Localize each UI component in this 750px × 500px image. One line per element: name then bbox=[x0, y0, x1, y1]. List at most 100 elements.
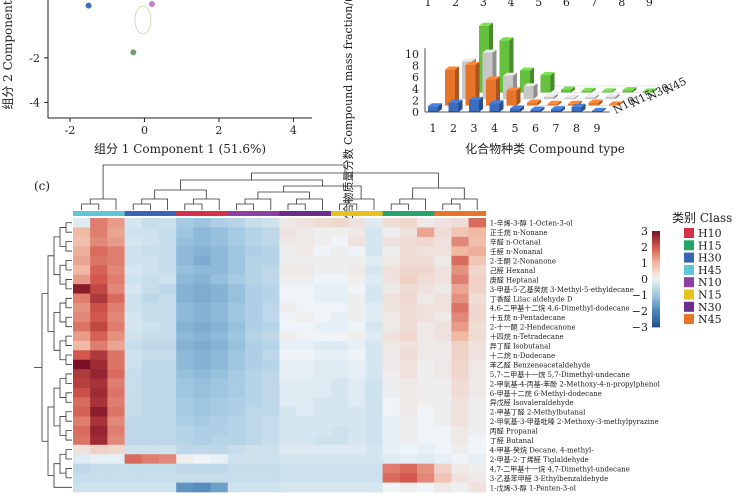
heatmap-cell bbox=[176, 473, 194, 483]
colorbar-step bbox=[652, 291, 660, 294]
bar3d-bar bbox=[622, 90, 633, 93]
heatmap-cell bbox=[227, 340, 246, 351]
group-color-cell bbox=[141, 211, 160, 216]
heatmap-cell bbox=[227, 265, 246, 275]
heatmap-cell bbox=[417, 425, 435, 436]
legend-item-label: H30 bbox=[698, 252, 722, 265]
heatmap-cell bbox=[193, 293, 211, 304]
bar3d-bar-side bbox=[561, 106, 565, 112]
heatmap-cell bbox=[73, 331, 91, 342]
heatmap-cell bbox=[245, 378, 263, 389]
heatmap-cell bbox=[365, 425, 383, 436]
heatmap-cell bbox=[176, 482, 194, 493]
bar3d-bar bbox=[605, 96, 616, 99]
heatmap-cell bbox=[365, 463, 383, 474]
heatmap-cell bbox=[210, 303, 229, 313]
bar3d-bar bbox=[571, 106, 582, 112]
group-color-cell bbox=[262, 211, 280, 216]
bar3d-bar-top bbox=[530, 106, 545, 110]
heatmap-cell bbox=[227, 350, 246, 361]
heatmap-cell bbox=[90, 369, 108, 379]
colorbar-step bbox=[652, 307, 660, 310]
heatmap-cell bbox=[73, 218, 91, 228]
heatmap-cell bbox=[176, 284, 194, 294]
heatmap-cell bbox=[107, 397, 125, 408]
heatmap-cell bbox=[159, 303, 177, 313]
heatmap-cell bbox=[210, 255, 229, 266]
heatmap-cell bbox=[210, 425, 229, 436]
heatmap-cell bbox=[279, 303, 297, 313]
heatmap-cell bbox=[176, 246, 194, 257]
heatmap-cell bbox=[382, 482, 401, 493]
heatmap-cell bbox=[73, 265, 91, 275]
dendrogram-link bbox=[59, 227, 66, 247]
heatmap-cell bbox=[245, 321, 263, 332]
heatmap-cell bbox=[90, 444, 108, 455]
bar3d-bar-side bbox=[550, 72, 555, 93]
heatmap-cell bbox=[468, 255, 487, 266]
colorbar-step bbox=[652, 287, 660, 290]
heatmap-cell bbox=[141, 369, 160, 379]
heatmap-cell bbox=[245, 303, 263, 313]
heatmap-cell bbox=[245, 331, 263, 342]
heatmap-row-label: 丁醛 Butanal bbox=[490, 436, 535, 445]
heatmap-cell bbox=[141, 331, 160, 342]
heatmap-row-label: 十五烷 n-Pentadecane bbox=[490, 313, 566, 322]
heatmap-cell bbox=[417, 265, 435, 275]
heatmap-cell bbox=[399, 350, 418, 361]
heatmap-cell bbox=[434, 463, 452, 474]
bar3d-bar bbox=[486, 79, 496, 106]
colorbar-step bbox=[652, 297, 660, 300]
bar3d-top-tick: 5 bbox=[535, 0, 542, 9]
heatmap-cell bbox=[245, 369, 263, 379]
heatmap-cell bbox=[348, 303, 366, 313]
heatmap-cell bbox=[262, 236, 280, 247]
heatmap-cell bbox=[141, 255, 160, 266]
heatmap-cell bbox=[296, 303, 315, 313]
pca-y-tick-label: -4 bbox=[29, 96, 40, 109]
heatmap-cell bbox=[348, 369, 366, 379]
heatmap-cell bbox=[468, 444, 487, 455]
heatmap-cell bbox=[331, 265, 349, 275]
heatmap-cell bbox=[210, 227, 229, 238]
heatmap-cell bbox=[417, 454, 435, 464]
heatmap-cell bbox=[159, 255, 177, 266]
colorbar-step bbox=[652, 283, 660, 286]
group-color-cell bbox=[313, 211, 332, 216]
heatmap-cell bbox=[193, 331, 211, 342]
heatmap-cell bbox=[141, 303, 160, 313]
heatmap-cell bbox=[279, 463, 297, 474]
bar3d-bar bbox=[482, 52, 493, 99]
colorbar-step bbox=[652, 249, 660, 252]
heatmap-cell bbox=[245, 388, 263, 398]
heatmap-cell bbox=[382, 350, 401, 361]
heatmap-cell bbox=[279, 236, 297, 247]
heatmap-cell bbox=[382, 444, 401, 455]
heatmap-cell bbox=[227, 416, 246, 427]
heatmap-cell bbox=[279, 435, 297, 446]
bar3d-y-tick-label: 0 bbox=[412, 106, 419, 119]
bar3d-bar-top bbox=[547, 100, 562, 104]
heatmap-cell bbox=[296, 236, 315, 247]
group-color-cell bbox=[279, 211, 297, 216]
heatmap-row-label: 庚醛 Heptanal bbox=[490, 275, 540, 284]
colorbar-step bbox=[652, 285, 660, 288]
heatmap-cell bbox=[124, 425, 143, 436]
heatmap-cell bbox=[382, 378, 401, 389]
heatmap-cell bbox=[176, 425, 194, 436]
heatmap-cell bbox=[227, 454, 246, 464]
heatmap-cell bbox=[107, 331, 125, 342]
heatmap-cell bbox=[417, 473, 435, 483]
heatmap-cell bbox=[434, 397, 452, 408]
heatmap-cell bbox=[124, 482, 143, 493]
heatmap-cell bbox=[245, 293, 263, 304]
colorbar-step bbox=[652, 243, 660, 246]
heatmap-cell bbox=[159, 425, 177, 436]
heatmap-cell bbox=[296, 293, 315, 304]
heatmap-cell bbox=[124, 331, 143, 342]
heatmap-cell bbox=[331, 246, 349, 257]
heatmap-cell bbox=[159, 397, 177, 408]
pca-x-tick-label: 0 bbox=[141, 124, 148, 137]
heatmap-cell bbox=[399, 236, 418, 247]
heatmap-cell bbox=[296, 265, 315, 275]
